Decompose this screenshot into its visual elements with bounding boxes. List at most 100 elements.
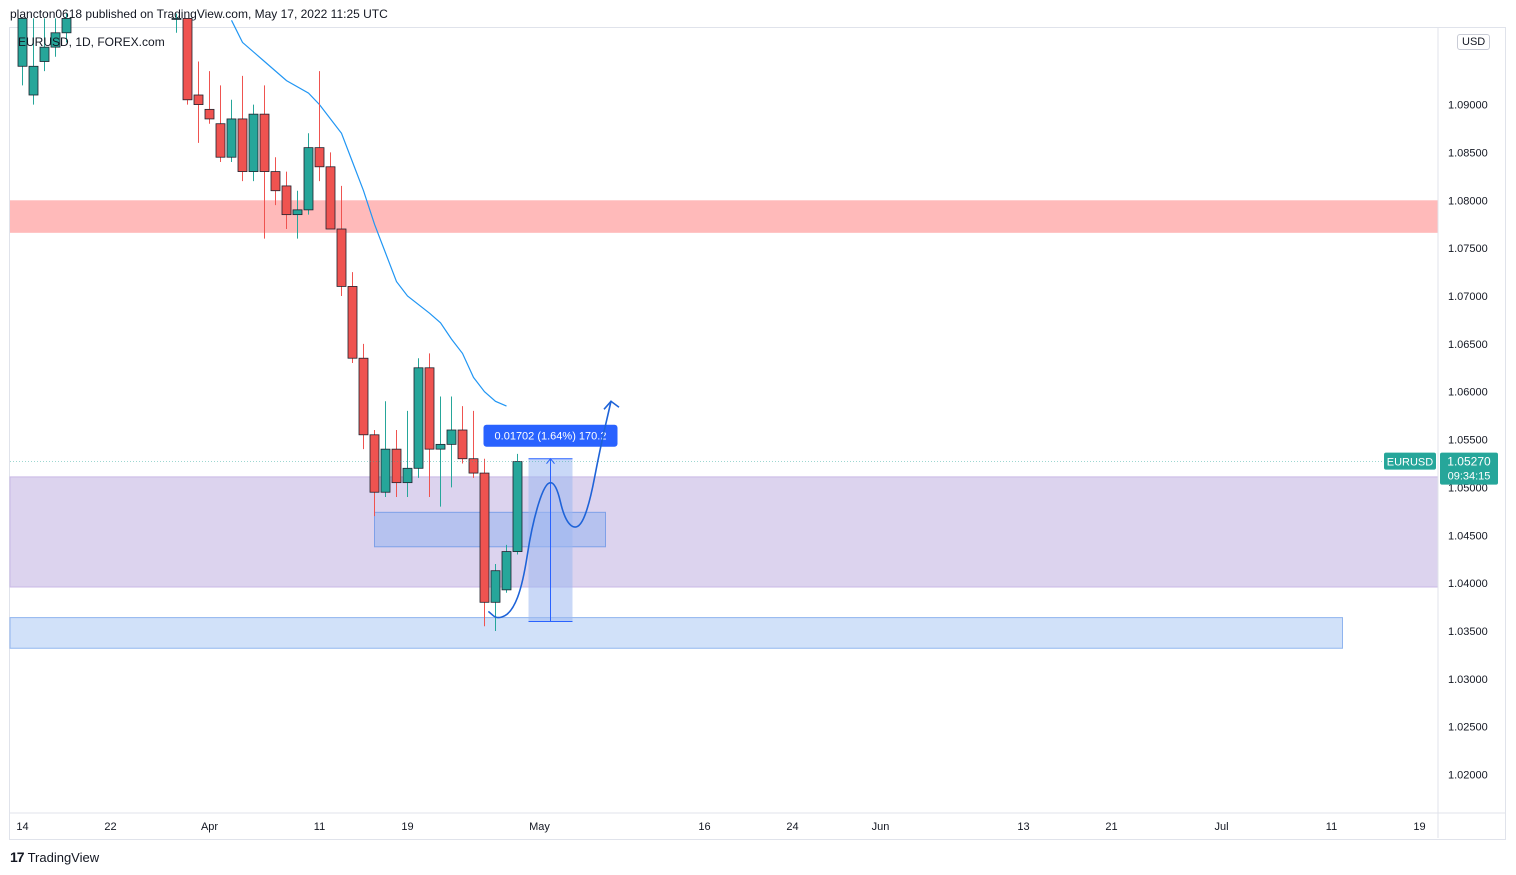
time-tick-label: Jul xyxy=(1214,821,1228,833)
projection-path xyxy=(488,400,612,619)
price-tick-label: 1.03500 xyxy=(1448,626,1488,638)
price-tick-label: 1.04000 xyxy=(1448,578,1488,590)
time-tick-label: 11 xyxy=(1326,821,1337,833)
price-tick-label: 1.05000 xyxy=(1448,482,1488,494)
candle xyxy=(28,18,39,105)
tradingview-footer[interactable]: 17 TradingView xyxy=(10,849,99,865)
candle-body xyxy=(391,448,402,484)
moving-average-layer xyxy=(230,20,507,407)
price-tick-label: 1.02500 xyxy=(1448,722,1488,734)
time-tick-label: 13 xyxy=(1017,821,1029,833)
candle-body xyxy=(347,286,358,359)
candle-body xyxy=(479,472,490,603)
time-tick-label: 21 xyxy=(1105,821,1117,833)
zone-resistance xyxy=(10,200,1438,233)
candle xyxy=(215,85,226,163)
axes-layer: 1.09000 1.08500 1.08000 1.07500 1.07000 1.065… xyxy=(9,27,1505,838)
candle xyxy=(259,85,270,239)
time-tick-label: Apr xyxy=(201,821,218,833)
candle-body xyxy=(314,147,325,168)
candle-body xyxy=(468,458,479,474)
price-chart[interactable]: 0.01702 (1.64%) 170.2 1.09000 1.08500 1.08… xyxy=(0,0,1516,845)
price-tick-label: 1.06500 xyxy=(1448,339,1488,351)
currency-badge[interactable]: USD xyxy=(1457,34,1491,50)
candle-body xyxy=(50,32,61,48)
candle-body xyxy=(325,166,336,230)
candle-body xyxy=(501,551,512,591)
candle-body xyxy=(490,570,501,603)
projection-arrowhead xyxy=(603,400,620,410)
time-tick-label: Jun xyxy=(872,821,890,833)
candle-body xyxy=(215,123,226,158)
candle-body xyxy=(303,147,314,211)
measure-label-bg xyxy=(483,424,618,447)
candle xyxy=(490,564,501,632)
candle-body xyxy=(512,461,523,552)
candle-body xyxy=(28,65,39,96)
symbol-badge-label: EURUSD xyxy=(1387,457,1434,469)
time-tick-label: 24 xyxy=(786,821,798,833)
price-tick-label: 1.05500 xyxy=(1448,435,1488,447)
price-tick-label: 1.03000 xyxy=(1448,674,1488,686)
time-tick-label: 19 xyxy=(1413,821,1425,833)
price-tick-label: 1.07000 xyxy=(1448,291,1488,303)
time-tick-label: May xyxy=(529,821,550,833)
candle xyxy=(314,71,325,182)
candle-body xyxy=(270,171,281,192)
candle-body xyxy=(259,113,270,172)
zone-support xyxy=(9,617,1343,649)
price-tick-label: 1.07500 xyxy=(1448,243,1488,255)
last-price-value: 1.05270 xyxy=(1447,455,1491,469)
candle xyxy=(281,171,292,230)
time-tick-label: 22 xyxy=(104,821,116,833)
candle xyxy=(303,133,314,215)
last-price-badge-bg xyxy=(1440,452,1498,485)
candle xyxy=(380,401,391,498)
candle xyxy=(347,272,358,364)
candle-body xyxy=(281,185,292,216)
last-price-countdown: 09:34:15 xyxy=(1448,471,1491,483)
price-tick-label: 1.06000 xyxy=(1448,387,1488,399)
candle-body xyxy=(402,467,413,484)
candle-body xyxy=(380,448,391,493)
candle-body xyxy=(369,434,380,493)
candle-body xyxy=(292,209,303,216)
candle-body xyxy=(336,228,347,287)
candle xyxy=(182,18,193,105)
candle-body xyxy=(17,18,28,67)
publish-info: plancton0618 published on TradingView.co… xyxy=(10,7,388,21)
candle xyxy=(512,453,523,555)
candle xyxy=(61,13,72,43)
candle xyxy=(435,396,446,507)
candle xyxy=(479,458,490,627)
candle xyxy=(292,190,303,239)
candle-body xyxy=(424,367,435,450)
candles-layer xyxy=(17,13,523,632)
candle xyxy=(358,343,369,450)
symbol-label: EURUSD, 1D, FOREX.com xyxy=(18,35,165,49)
candle-body xyxy=(39,46,50,62)
candle xyxy=(226,99,237,163)
projection-layer xyxy=(488,400,620,619)
tradingview-brand: TradingView xyxy=(27,849,100,865)
candle xyxy=(468,410,479,478)
candle xyxy=(50,18,61,57)
time-tick-label: 19 xyxy=(401,821,413,833)
candle xyxy=(193,61,204,143)
candle xyxy=(237,75,248,182)
measure-layer: 0.01702 (1.64%) 170.2 xyxy=(483,424,618,622)
candle xyxy=(39,18,50,72)
candle-body xyxy=(237,118,248,172)
candle-body xyxy=(435,443,446,450)
time-tick-label: 14 xyxy=(16,821,28,833)
candle-body xyxy=(457,429,468,460)
candle xyxy=(204,71,215,124)
price-tick-label: 1.09000 xyxy=(1448,100,1488,112)
candle-body xyxy=(182,18,193,101)
candle xyxy=(17,18,28,86)
candle xyxy=(171,13,182,33)
candle-body xyxy=(226,118,237,158)
candle xyxy=(424,353,435,498)
candle xyxy=(270,157,281,206)
candle xyxy=(413,358,424,478)
